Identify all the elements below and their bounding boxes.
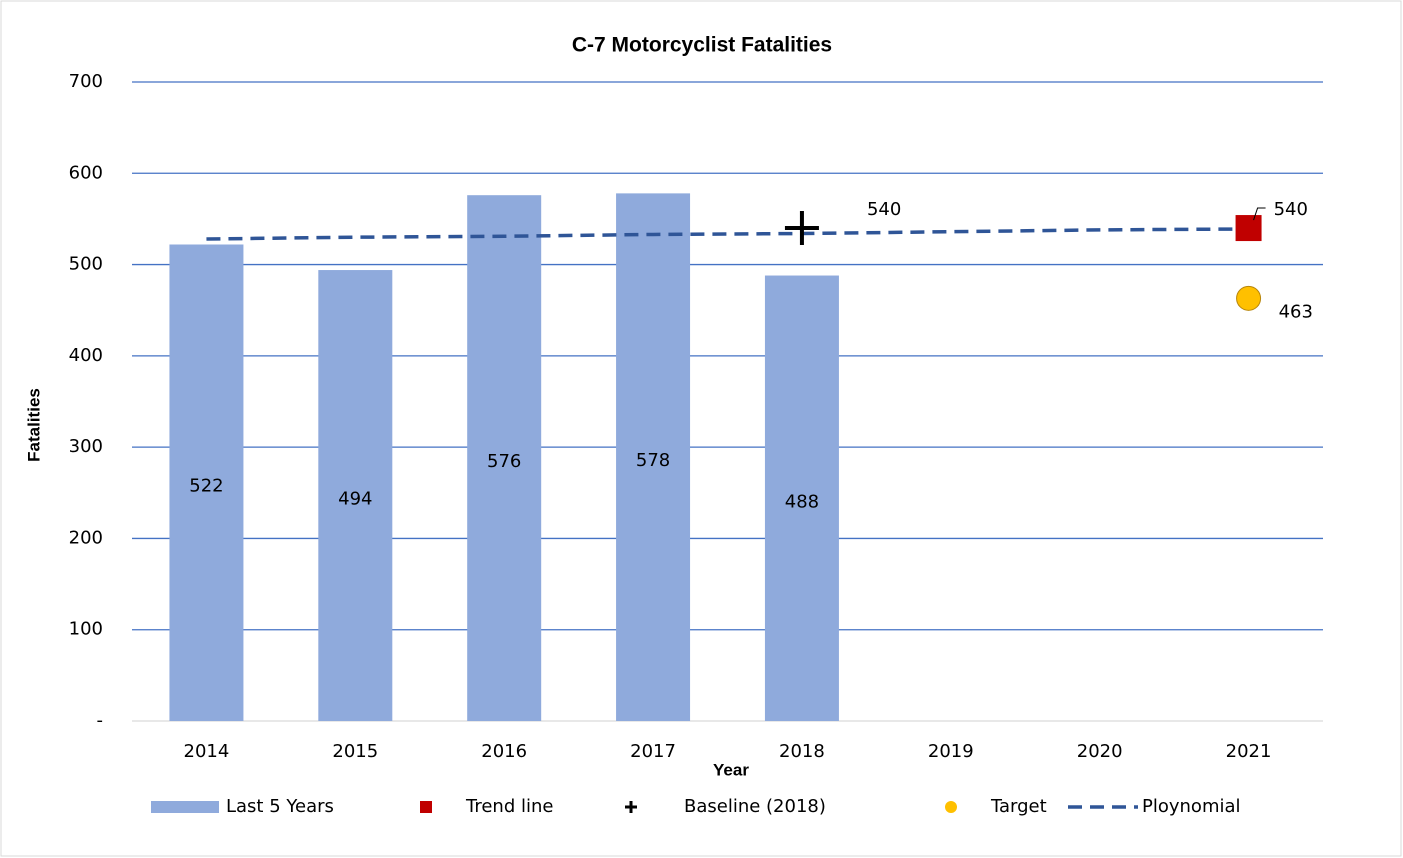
y-tick-label: 200 <box>69 527 103 548</box>
y-tick-label: 600 <box>69 162 103 183</box>
y-tick-label: 400 <box>69 345 103 366</box>
legend-label: Baseline (2018) <box>684 796 826 817</box>
target-marker <box>1236 285 1262 311</box>
data-label: 463 <box>1279 301 1313 322</box>
x-axis-title: Year <box>713 760 749 779</box>
legend-swatch <box>945 801 957 813</box>
chart-title: C-7 Motorcyclist Fatalities <box>572 34 832 57</box>
bar <box>764 275 839 721</box>
bar-value-label: 522 <box>189 476 223 497</box>
x-tick-label: 2018 <box>779 741 825 762</box>
bar-value-label: 488 <box>785 491 819 512</box>
x-tick-label: 2017 <box>630 741 676 762</box>
x-tick-label: 2019 <box>928 741 974 762</box>
bar-value-label: 576 <box>487 451 521 472</box>
legend-label: Trend line <box>465 796 553 817</box>
legend-swatch <box>151 801 219 813</box>
legend-label: Target <box>990 796 1047 817</box>
trend-marker <box>1235 215 1262 242</box>
leader-line <box>1253 207 1266 221</box>
legend-label: Ploynomial <box>1142 796 1241 817</box>
data-label: 540 <box>1274 199 1308 220</box>
x-tick-label: 2020 <box>1077 741 1123 762</box>
legend-swatch <box>420 801 432 813</box>
y-tick-label: 100 <box>69 619 103 640</box>
legend-swatch <box>625 801 637 813</box>
bar <box>169 244 244 721</box>
x-tick-label: 2016 <box>481 741 527 762</box>
legend-label: Last 5 Years <box>226 796 334 817</box>
bar <box>318 270 393 721</box>
bar <box>467 195 542 722</box>
y-tick-label: - <box>97 710 104 731</box>
y-tick-label: 300 <box>69 436 103 457</box>
x-tick-label: 2015 <box>332 741 378 762</box>
bar <box>616 193 691 721</box>
trend-line <box>206 227 1249 241</box>
y-tick-label: 500 <box>69 254 103 275</box>
x-tick-label: 2021 <box>1226 741 1272 762</box>
y-axis-title: Fatalities <box>24 388 43 462</box>
baseline-marker <box>784 211 819 246</box>
y-tick-label: 700 <box>69 71 103 92</box>
bar-value-label: 578 <box>636 450 670 471</box>
data-label: 540 <box>867 199 901 220</box>
x-tick-label: 2014 <box>184 741 230 762</box>
bar-value-label: 494 <box>338 489 372 510</box>
